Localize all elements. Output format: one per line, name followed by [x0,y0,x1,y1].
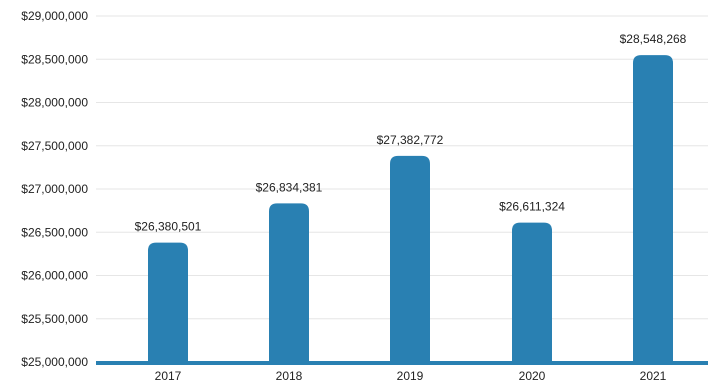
y-tick-label: $28,000,000 [21,96,88,110]
y-tick-label: $25,000,000 [21,355,88,369]
x-tick-label-2019: 2019 [397,369,424,382]
data-labels: $26,380,501 $26,834,381 $27,382,772 $26,611… [135,32,687,234]
bar-2019 [390,155,430,362]
data-label-2021: $28,548,268 [620,32,687,46]
y-axis-tick-labels: $25,000,000 $25,500,000 $26,000,000 $26,500… [21,9,88,369]
y-tick-label: $27,000,000 [21,182,88,196]
y-tick-label: $26,500,000 [21,225,88,239]
y-tick-label: $28,500,000 [21,52,88,66]
bars [148,55,673,362]
data-label-2017: $26,380,501 [135,220,202,234]
x-axis-category-labels: 2017 2018 2019 2020 2021 [155,369,667,382]
data-label-2020: $26,611,324 [499,200,565,214]
y-tick-label: $27,500,000 [21,139,88,153]
bar-2017 [148,242,188,362]
y-tick-label: $29,000,000 [21,9,88,23]
bar-2021 [633,55,673,362]
x-tick-label-2020: 2020 [519,369,546,382]
data-label-2019: $27,382,772 [377,133,444,147]
x-tick-label-2021: 2021 [640,369,667,382]
y-tick-label: $25,500,000 [21,312,88,326]
y-tick-label: $26,000,000 [21,269,88,283]
bar-2018 [269,203,309,362]
data-label-2018: $26,834,381 [256,180,323,194]
x-tick-label-2018: 2018 [276,369,303,382]
bar-2020 [512,222,552,362]
x-tick-label-2017: 2017 [155,369,182,382]
